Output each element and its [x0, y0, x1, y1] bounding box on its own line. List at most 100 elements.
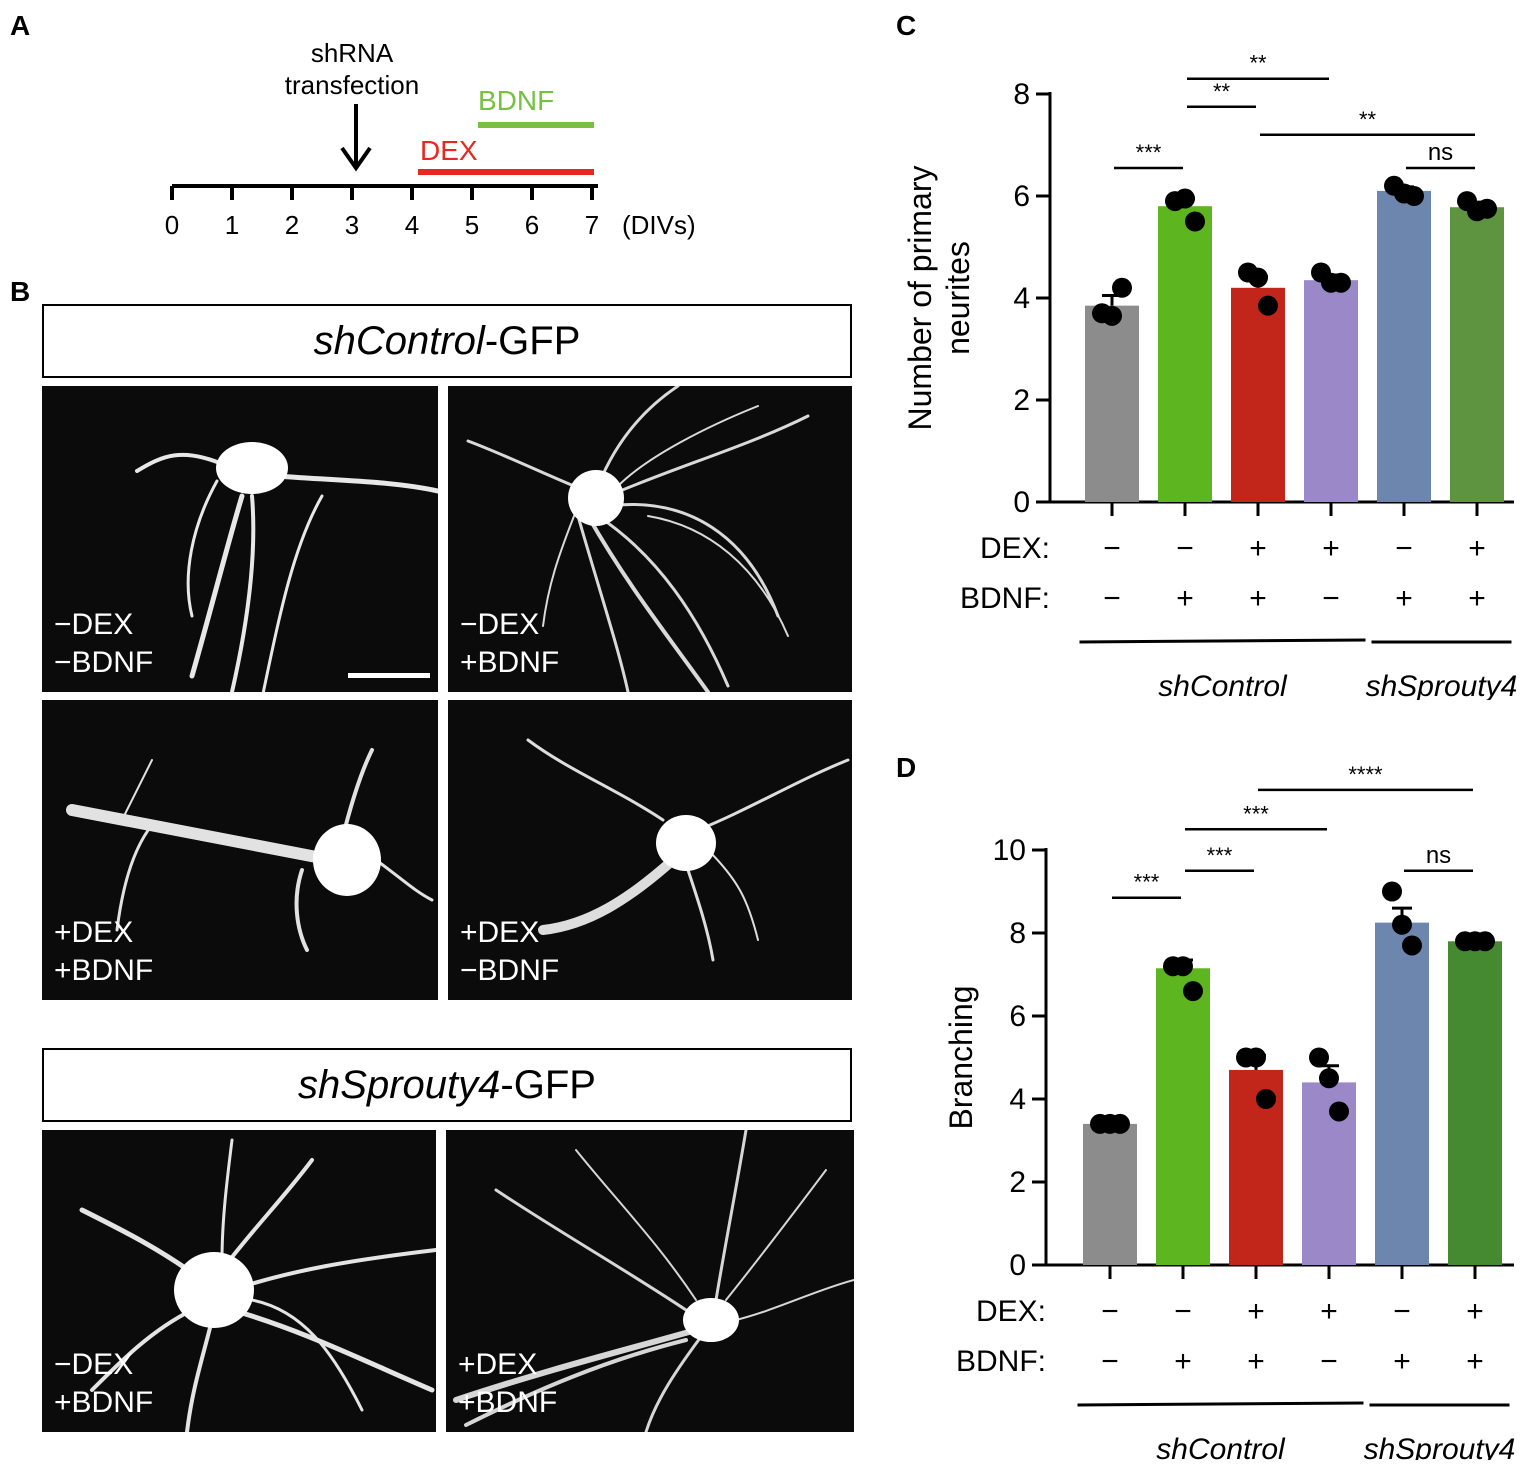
timeline-tick-label: 4 [405, 210, 419, 240]
data-point [1258, 295, 1278, 316]
tile-5-dex: −DEX [54, 1348, 134, 1381]
bar [1158, 206, 1212, 502]
bdnf-condition: − [1320, 1345, 1338, 1378]
panel-letter-b: B [10, 276, 31, 307]
neuron-image-2 [466, 386, 810, 692]
tile-4-dex: +DEX [460, 916, 540, 949]
micrograph-tile-6: +DEX +BDNF [446, 1130, 854, 1432]
bar [1375, 922, 1429, 1265]
tile-2-dex: −DEX [460, 608, 540, 641]
shrna-label-1: shRNA [311, 38, 394, 68]
data-point [1331, 272, 1351, 293]
y-tick-label: 8 [1013, 78, 1030, 111]
tile-3-label: +DEX +BDNF [54, 914, 153, 990]
bdnf-condition: + [1395, 582, 1413, 615]
neuron-image-5 [79, 1138, 436, 1432]
tile-6-label: +DEX +BDNF [458, 1346, 557, 1422]
dex-condition: − [1103, 532, 1121, 565]
significance-label: *** [1136, 140, 1162, 165]
primary-neurites-chart: Number of primary neurites02468*********n… [902, 51, 1517, 700]
y-tick-label: 4 [1013, 282, 1030, 315]
data-point [1102, 305, 1122, 326]
data-point [1185, 211, 1205, 232]
dex-row-label: DEX: [976, 1295, 1046, 1328]
data-point [1175, 188, 1195, 209]
significance-label: *** [1207, 843, 1233, 868]
y-tick-label: 6 [1013, 180, 1030, 213]
group-underline [1077, 1401, 1364, 1407]
dex-condition: + [1249, 532, 1267, 565]
data-point [1309, 1047, 1329, 1068]
bdnf-condition: + [1174, 1345, 1192, 1378]
dex-row-label: DEX: [980, 532, 1050, 565]
data-point [1477, 198, 1497, 219]
dex-condition: + [1247, 1295, 1265, 1328]
shrna-label-2: transfection [285, 70, 419, 100]
bdnf-row-label: BDNF: [960, 582, 1050, 615]
significance-label: **** [1348, 762, 1383, 787]
tile-6-bdnf: +BDNF [458, 1386, 558, 1419]
bar [1156, 968, 1210, 1265]
data-point [1392, 914, 1412, 935]
bdnf-condition: + [1393, 1345, 1411, 1378]
data-point [1329, 1101, 1349, 1122]
tile-1-bdnf: −BDNF [54, 646, 154, 679]
shsprouty4-title-italic: shSprouty4 [298, 1062, 501, 1107]
timeline-tick-label: 1 [225, 210, 239, 240]
tile-5-bdnf: +BDNF [54, 1386, 154, 1419]
bdnf-row-label: BDNF: [956, 1345, 1046, 1378]
data-point [1112, 277, 1132, 298]
timeline-diagram: shRNA transfection BDNF DEX 0 1 2 3 4 5 6 7 (DI… [165, 38, 696, 240]
data-point [1382, 881, 1402, 902]
dex-condition: − [1101, 1295, 1119, 1328]
shsprouty4-title-suffix: -GFP [500, 1062, 596, 1107]
neuron-image-6 [453, 1130, 854, 1432]
bdnf-condition: + [1468, 582, 1486, 615]
y-tick-label: 6 [1009, 1000, 1026, 1033]
panel-letter-d: D [896, 752, 917, 783]
significance-label: *** [1243, 801, 1269, 826]
bar [1377, 190, 1431, 502]
dex-condition: + [1466, 1295, 1484, 1328]
bar [1450, 207, 1504, 502]
bdnf-condition: + [1466, 1345, 1484, 1378]
tile-4-label: +DEX −BDNF [460, 914, 559, 990]
data-point [1173, 956, 1193, 977]
micrograph-tile-3: +DEX +BDNF [42, 700, 438, 1000]
transfection-arrow-icon [340, 146, 372, 172]
dex-condition: + [1468, 532, 1486, 565]
y-axis-label: Branching [943, 985, 979, 1129]
data-point [1404, 186, 1424, 206]
data-point [1402, 935, 1422, 956]
tile-2-bdnf: +BDNF [460, 646, 560, 679]
dex-condition: − [1395, 532, 1413, 565]
micrograph-tile-5: −DEX +BDNF [42, 1130, 436, 1432]
timeline-tick-label: 6 [525, 210, 539, 240]
neuron-image-3 [66, 748, 434, 952]
dex-condition: − [1393, 1295, 1411, 1328]
significance-label: ns [1426, 842, 1451, 869]
data-point [1246, 1047, 1266, 1068]
dex-condition: + [1322, 532, 1340, 565]
y-tick-label: 2 [1013, 384, 1030, 417]
group-label: shControl [1156, 1433, 1286, 1460]
data-point [1183, 981, 1203, 1002]
timeline-tick-label: 3 [345, 210, 359, 240]
bdnf-condition: + [1249, 582, 1267, 615]
y-axis-label: Number of primary [902, 166, 938, 431]
significance-label: ** [1249, 51, 1267, 76]
bdnf-condition: + [1247, 1345, 1265, 1378]
micrograph-tile-2: −DEX +BDNF [448, 386, 852, 692]
y-tick-label: 8 [1009, 917, 1026, 950]
group-underline [1079, 638, 1366, 644]
shcontrol-title-italic: shControl [313, 318, 485, 363]
group-label: shSprouty4 [1364, 1433, 1516, 1460]
shcontrol-gfp-banner: shControl-GFP [42, 304, 852, 378]
bdnf-condition: − [1103, 582, 1121, 615]
data-point [1256, 1089, 1276, 1109]
y-tick-label: 0 [1013, 486, 1030, 519]
dex-timeline-label: DEX [420, 135, 478, 166]
branching-chart: Branching0246810*************nsDEX:BDNF:… [943, 762, 1516, 1460]
significance-label: ** [1213, 79, 1231, 104]
tile-3-dex: +DEX [54, 916, 134, 949]
